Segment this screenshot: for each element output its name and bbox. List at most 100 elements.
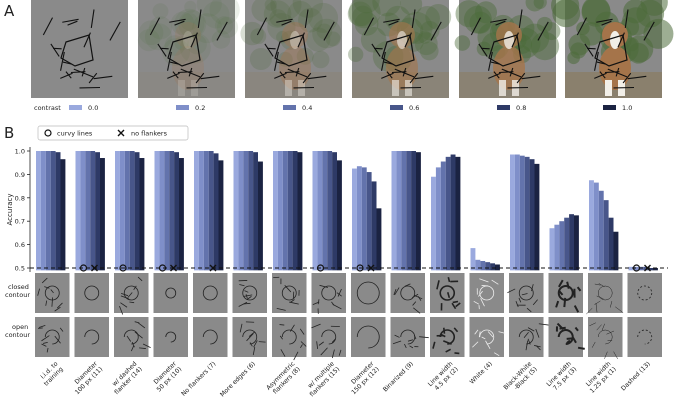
foliage-blob (469, 11, 492, 34)
open-contour-thumbnail (390, 317, 429, 357)
bar (332, 152, 337, 271)
flanker-line (391, 71, 407, 74)
flanker-line (109, 21, 121, 41)
flanker-line (534, 345, 541, 348)
contour-shape (598, 285, 613, 301)
bar (317, 151, 323, 271)
flanker-line (54, 335, 61, 344)
bar (608, 217, 614, 271)
flanker-line (180, 68, 201, 78)
bar (100, 158, 105, 271)
dog-body (493, 46, 525, 90)
foliage-blob (372, 0, 401, 17)
open-contour-thumbnail (311, 317, 346, 359)
thumbnail-background (193, 317, 228, 357)
contrast-value-label: 0.0 (88, 104, 98, 112)
flanker-line (317, 299, 320, 305)
y-tick-label: 0.7 (15, 218, 25, 226)
dog-body (279, 46, 311, 90)
flanker-line (133, 285, 137, 291)
contrast-thumbnail (347, 0, 452, 98)
contour-shape (400, 329, 416, 345)
bar (292, 151, 298, 271)
flanker-line (601, 20, 612, 26)
bar (243, 151, 249, 271)
bar (495, 264, 500, 271)
closed-contour-thumbnail (311, 273, 346, 314)
flanker-line (256, 17, 268, 36)
foliage-blob (420, 20, 440, 41)
bar (485, 262, 491, 271)
bar (480, 260, 486, 271)
flanker-line (584, 43, 594, 57)
bar (159, 151, 165, 271)
thumbnail-background (272, 317, 307, 357)
foliage-blob (536, 16, 553, 33)
bar (282, 151, 288, 271)
x-tick-label-group: More edges (6) (219, 360, 257, 398)
flanker-line (332, 304, 342, 310)
contour-shape (479, 285, 495, 301)
closed-contour-thumbnail (272, 273, 307, 313)
flanker-line (300, 344, 303, 349)
thumbnail-background (35, 273, 70, 313)
flanker-line (42, 17, 54, 36)
bar (603, 200, 609, 271)
bar-group (75, 151, 105, 272)
flanker-line (60, 51, 65, 71)
flanker-line (42, 341, 48, 344)
foliage-blob (348, 0, 381, 29)
bar (514, 154, 520, 271)
bar-group (36, 151, 66, 271)
flanker-line (495, 20, 506, 26)
bar (198, 151, 204, 271)
contour-shape (598, 329, 613, 345)
flanker-line (120, 295, 129, 300)
open-contour-thumbnail (430, 317, 465, 357)
flanker-line (574, 326, 579, 332)
flanker-line (488, 51, 493, 71)
flanker-line (455, 302, 461, 308)
y-axis-label: Accuracy (6, 194, 14, 226)
flanker-line (134, 331, 143, 339)
foliage-blob (269, 9, 287, 27)
bar (653, 268, 658, 271)
bar (643, 266, 649, 271)
open-contour-thumbnail (232, 317, 267, 357)
flanker-line (73, 68, 94, 78)
flanker-line (126, 335, 132, 342)
flanker-line (243, 294, 253, 297)
flanker-line (594, 283, 601, 286)
flanker-line (381, 51, 386, 71)
flanker-line (249, 342, 253, 347)
bar (638, 266, 644, 271)
contour-shape (242, 285, 258, 301)
flanker-line (576, 286, 582, 292)
flanker-line (139, 347, 146, 349)
flanker-line (532, 299, 538, 306)
x-tick-label-group: Dashed (13) (620, 360, 652, 392)
bar (218, 160, 224, 271)
flanker-line (643, 21, 655, 41)
flanker-line (177, 71, 193, 74)
flanker-line (392, 340, 402, 345)
foliage-blob (425, 3, 452, 30)
bar (391, 151, 397, 271)
bar (40, 151, 46, 271)
flanker-line (490, 18, 507, 23)
foliage-blob (354, 11, 379, 36)
flanker-line (167, 51, 172, 71)
open-contour-thumbnail (509, 317, 549, 357)
bar (534, 163, 540, 271)
bar-group (431, 154, 461, 271)
dog-leg (392, 80, 399, 96)
flanker-line (284, 285, 292, 293)
closed-contour-thumbnail (35, 273, 70, 313)
contour-shape (281, 285, 297, 301)
foliage-blob (311, 50, 330, 69)
open-contour-thumbnail (548, 317, 585, 357)
flanker-line (453, 327, 459, 333)
flanker-line (394, 287, 400, 295)
thumbnail-background (35, 317, 70, 357)
